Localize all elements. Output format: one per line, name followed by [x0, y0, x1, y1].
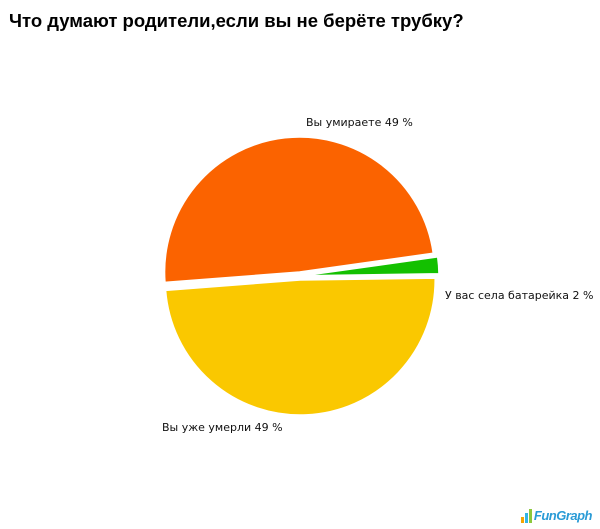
logo-bars-icon	[520, 509, 532, 523]
pie-slices	[163, 136, 440, 416]
chart-title: Что думают родители,если вы не берёте тр…	[9, 10, 464, 31]
pie-slice-battery	[303, 256, 440, 277]
logo-bar	[520, 517, 524, 523]
pie-slice-dead	[164, 277, 436, 416]
slice-label-dying: Вы умираете 49 %	[306, 116, 413, 129]
logo-text: FunGraph	[533, 508, 593, 523]
slice-label-battery: У вас села батарейка 2 %	[445, 289, 593, 302]
slice-label-dead: Вы уже умерли 49 %	[162, 421, 283, 434]
logo-bar	[528, 509, 532, 523]
pie-labels: Вы умираете 49 % У вас села батарейка 2 …	[162, 116, 593, 434]
pie-slice-dying	[163, 136, 435, 284]
logo-bar	[524, 513, 528, 523]
fungraph-logo: FunGraph	[520, 508, 593, 523]
